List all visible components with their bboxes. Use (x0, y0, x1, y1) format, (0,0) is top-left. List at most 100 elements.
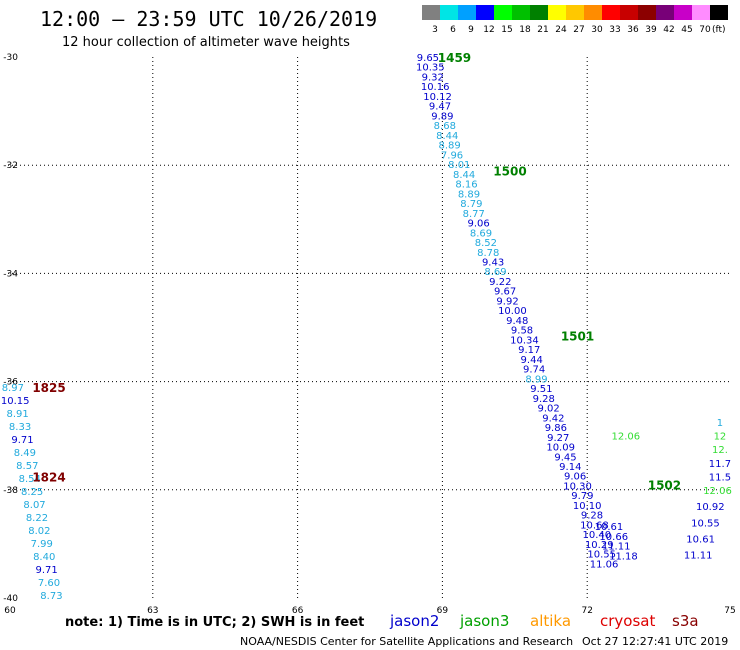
legend-swatch (638, 5, 656, 20)
chart-subtitle: 12 hour collection of altimeter wave hei… (62, 35, 350, 50)
legend-swatch (494, 5, 512, 20)
legend-unit: (ft) (712, 25, 726, 35)
swh-value-label: 9.06 (564, 472, 586, 483)
x-tick-label: 72 (581, 606, 592, 616)
swh-value-label: 11.5 (709, 472, 731, 483)
swh-value-label: 8.16 (455, 180, 477, 191)
swh-value-label: 9.51 (530, 384, 552, 395)
legend-swatch (710, 5, 728, 20)
legend-swatch (566, 5, 584, 20)
swh-value-label: 7.96 (441, 150, 463, 161)
swh-value-label: 10.55 (587, 550, 616, 561)
swh-value-label: 8.69 (470, 228, 492, 239)
chart-title: 12:00 – 23:59 UTC 10/26/2019 (40, 7, 377, 31)
legend-label: 33 (609, 25, 620, 35)
swh-value-label: 8.25 (21, 487, 43, 498)
axis-ticks: -30 -32 -34 -36 -38 -40 60 63 66 69 72 75 (3, 53, 735, 616)
satellite-legend: jason2 jason3 altika cryosat s3a (389, 612, 699, 630)
swh-value-label: 8.79 (460, 199, 482, 210)
swh-value-label: 8.57 (16, 461, 38, 472)
legend-label: 42 (663, 25, 674, 35)
x-tick-label: 63 (147, 606, 158, 616)
swh-value-label: 10.12 (423, 92, 452, 103)
legend-swatch (512, 5, 530, 20)
color-legend: 3 6 9 12 15 18 21 24 27 30 33 36 39 42 45 70 (ft) (422, 5, 728, 35)
time-labels: 1459 1500 1501 1502 1825 1824 (32, 51, 681, 492)
swh-value-label: 9.14 (559, 462, 581, 473)
swh-value-label: 12. (712, 445, 728, 456)
swh-value-label: 9.65 (417, 53, 439, 64)
time-label: 1825 (32, 381, 65, 395)
swh-value-label: 9.79 (571, 491, 593, 502)
swh-value-label: 8.78 (477, 248, 499, 259)
legend-swatch (602, 5, 620, 20)
grid (8, 57, 732, 598)
swh-value-label: 10.00 (498, 306, 527, 317)
legend-swatch (458, 5, 476, 20)
swh-value-label: 10.40 (583, 530, 612, 541)
swh-value-label: 9.67 (494, 287, 516, 298)
swh-value-label: 9.43 (482, 257, 504, 268)
time-label: 1500 (493, 165, 526, 179)
legend-label: 6 (450, 25, 456, 35)
swh-value-label: 9.74 (523, 365, 545, 376)
swh-value-label: 8.97 (2, 383, 24, 394)
swh-value-label: 10.55 (691, 518, 720, 529)
x-tick-label: 69 (437, 606, 449, 616)
swh-value-label: 9.48 (506, 316, 528, 327)
data-points: 9.6510.359.3210.1610.129.479.898.688.448… (1, 53, 732, 602)
swh-value-label: 8.07 (23, 500, 45, 511)
swh-value-label: 7.99 (31, 539, 53, 550)
swh-value-label: 12.06 (611, 432, 640, 443)
swh-value-label: 8.22 (26, 513, 48, 524)
swh-value-label: 9.02 (537, 404, 559, 415)
legend-swatch (548, 5, 566, 20)
swh-value-label: 7.60 (38, 578, 60, 589)
y-tick-label: -30 (3, 53, 18, 63)
swh-value-label: 8.99 (525, 374, 547, 385)
legend-label: 15 (501, 25, 512, 35)
swh-value-label: 8.40 (33, 552, 55, 563)
swh-value-label: 8.52 (475, 238, 497, 249)
swh-value-label: 9.89 (431, 111, 453, 122)
swh-value-label: 8.77 (463, 209, 485, 220)
swh-value-label: 10.61 (595, 522, 624, 533)
swh-value-label: 9.32 (422, 72, 444, 83)
swh-value-label: 8.68 (434, 121, 456, 132)
legend-label: 12 (483, 25, 494, 35)
swh-value-label: 12.06 (703, 486, 732, 497)
swh-value-label: 11.18 (609, 551, 638, 562)
swh-value-label: 10.61 (686, 534, 715, 545)
legend-swatch (476, 5, 494, 20)
x-tick-label: 60 (4, 606, 16, 616)
legend-swatch (440, 5, 458, 20)
swh-value-label: 9.06 (467, 219, 489, 230)
y-tick-label: -36 (3, 378, 18, 388)
swh-value-label: 8.33 (9, 422, 31, 433)
swh-value-label: 8.02 (28, 526, 50, 537)
legend-label: 27 (573, 25, 584, 35)
legend-label: 45 (681, 25, 692, 35)
time-label: 1824 (32, 470, 65, 484)
swh-value-label: 9.17 (518, 345, 540, 356)
swh-value-label: 10.92 (696, 502, 725, 513)
y-tick-label: -40 (3, 594, 18, 604)
legend-label: 21 (537, 25, 548, 35)
legend-swatch (620, 5, 638, 20)
swh-value-label: 10.34 (510, 335, 539, 346)
swh-value-label: 8.44 (436, 131, 458, 142)
x-tick-label: 66 (292, 606, 304, 616)
swh-value-label: 9.47 (429, 102, 451, 113)
legend-swatch (530, 5, 548, 20)
x-tick-label: 75 (724, 606, 735, 616)
legend-swatch (656, 5, 674, 20)
swh-value-label: 8.91 (7, 409, 29, 420)
swh-value-label: 8.44 (453, 170, 475, 181)
satellite-label: altika (530, 612, 571, 630)
swh-value-label: 9.22 (489, 277, 511, 288)
time-label: 1459 (438, 51, 471, 65)
legend-label: 3 (432, 25, 438, 35)
swh-value-label: 9.86 (545, 423, 567, 434)
swh-value-label: 9.45 (554, 452, 576, 463)
